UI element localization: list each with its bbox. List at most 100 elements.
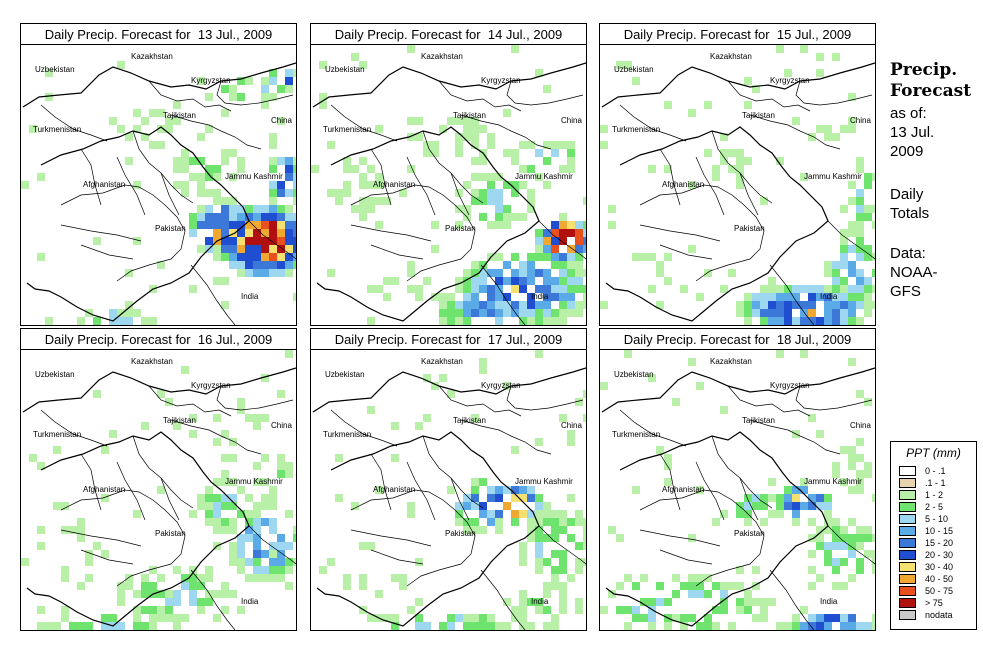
precip-cell (575, 221, 583, 229)
precip-cell (253, 462, 261, 470)
precip-cell (527, 526, 535, 534)
map-panel-15-jul: Daily Precip. Forecast for 15 Jul., 2009… (599, 23, 876, 326)
precip-cell (285, 566, 293, 574)
precip-cell (648, 622, 656, 630)
precip-cell (157, 574, 165, 582)
precip-cell (760, 197, 768, 205)
precip-cell (872, 205, 875, 213)
precip-cell (808, 622, 816, 630)
precip-cell (221, 213, 229, 221)
precip-cell (269, 574, 277, 582)
precip-cell (527, 534, 535, 542)
map-label-india: India (241, 597, 259, 606)
precip-cell (720, 406, 728, 414)
precip-cell (840, 245, 848, 253)
precip-cell (832, 261, 840, 269)
map-label-turkmenistan: Turkmenistan (612, 430, 660, 439)
precip-cell (173, 622, 181, 630)
precip-cell (277, 205, 285, 213)
precip-cell (269, 213, 277, 221)
precip-cell (848, 622, 856, 630)
map-panel-17-jul: Daily Precip. Forecast for 17 Jul., 2009… (310, 328, 587, 631)
precip-cell (229, 149, 237, 157)
precip-cell (245, 245, 253, 253)
precip-cell (415, 133, 423, 141)
precip-cell (181, 165, 189, 173)
precip-cell (583, 221, 586, 229)
precip-cell (680, 614, 688, 622)
precip-cell (285, 221, 293, 229)
precip-cell (141, 606, 149, 614)
precip-cell (487, 197, 495, 205)
precip-cell (872, 494, 875, 502)
legend-item: 5 - 10 (899, 514, 974, 526)
precip-cell (125, 574, 133, 582)
boundary-line (316, 126, 540, 322)
precip-cell (205, 574, 213, 582)
precip-cell (543, 301, 551, 309)
precip-cell (567, 269, 575, 277)
precip-cell (213, 526, 221, 534)
precip-cell (277, 181, 285, 189)
precip-cell (375, 197, 383, 205)
precip-cell (149, 606, 157, 614)
precip-cell (704, 622, 712, 630)
precip-cell (800, 502, 808, 510)
legend-label: > 75 (925, 598, 943, 608)
precip-cell (768, 317, 776, 325)
precip-cell (551, 574, 559, 582)
precip-cell (455, 285, 463, 293)
precip-cell (848, 125, 856, 133)
precip-cell (744, 518, 752, 526)
precip-cell (277, 157, 285, 165)
precip-cell (856, 293, 864, 301)
precip-cell (237, 534, 245, 542)
legend-label: 5 - 10 (925, 514, 949, 524)
precip-cell (856, 622, 864, 630)
precip-cell (149, 109, 157, 117)
precip-cell (583, 237, 586, 245)
precip-cell (848, 462, 856, 470)
precip-cell (45, 622, 53, 630)
precip-cell (133, 181, 141, 189)
precip-cell (157, 141, 165, 149)
precip-cell (479, 125, 487, 133)
precip-cell (245, 205, 253, 213)
precip-cell (399, 189, 407, 197)
side-title-line2: Forecast (890, 81, 972, 101)
precip-cell (463, 125, 471, 133)
precip-cell (391, 422, 399, 430)
precip-cell (133, 309, 141, 317)
precip-cell (173, 117, 181, 125)
precip-cell (101, 446, 109, 454)
precip-cell (447, 622, 455, 630)
map-label-pakistan: Pakistan (445, 224, 476, 233)
precip-cell (375, 173, 383, 181)
precip-cell (688, 358, 696, 366)
precip-cell (173, 101, 181, 109)
precip-cell (519, 614, 527, 622)
precip-cell (221, 197, 229, 205)
precip-cell (583, 558, 586, 566)
precip-cell (511, 213, 519, 221)
precip-cell (792, 510, 800, 518)
precip-cell (327, 141, 335, 149)
precip-cell (205, 125, 213, 133)
precip-cell (752, 598, 760, 606)
precip-cell (109, 430, 117, 438)
precip-cell (640, 614, 648, 622)
precip-cell (423, 141, 431, 149)
precip-cell (840, 446, 848, 454)
precip-cell (583, 542, 586, 550)
precip-cell (864, 301, 872, 309)
map-label-pakistan: Pakistan (155, 529, 186, 538)
precip-cell (864, 277, 872, 285)
map-label-uzbekistan: Uzbekistan (35, 370, 75, 379)
precip-cell (567, 301, 575, 309)
precip-cell (455, 502, 463, 510)
precip-cell (221, 253, 229, 261)
precip-cell (543, 622, 551, 630)
precip-cell (487, 518, 495, 526)
precip-cell (768, 285, 776, 293)
precip-cell (816, 502, 824, 510)
